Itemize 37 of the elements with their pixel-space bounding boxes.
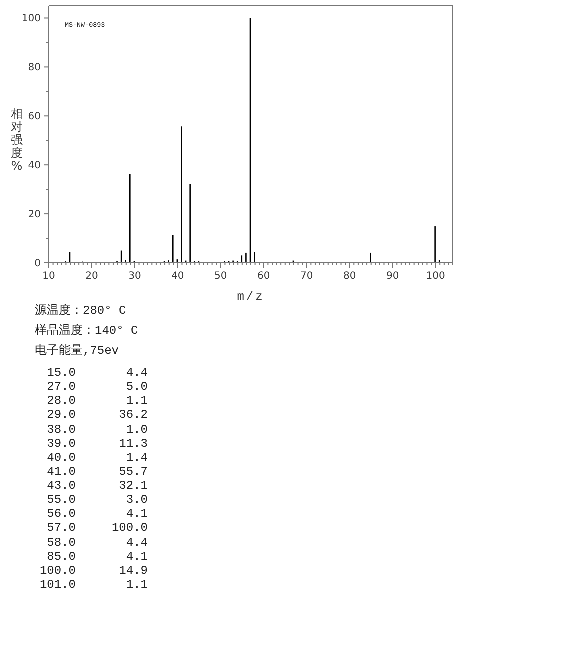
text: 55.0 3.0 (46, 493, 148, 508)
text: 15.0 4.4 (46, 366, 148, 380)
text: 电子能量,75ev (35, 343, 120, 360)
y-tick-label: 40 (28, 160, 41, 172)
y-tick-label: 20 (28, 210, 41, 221)
text: 39.0 11.3 (46, 436, 148, 451)
text: 27.0 5.0 (46, 380, 148, 394)
text: 58.0 4.4 (46, 536, 148, 550)
text: 28.0 1.1 (46, 394, 148, 408)
y-tick-label: 80 (28, 62, 41, 74)
text: 40.0 1.4 (46, 450, 148, 465)
text: 85.0 4.1 (46, 550, 148, 564)
x-axis-title: m/z (237, 290, 265, 304)
y-tick-label: 60 (28, 112, 41, 123)
x-tick-label: 80 (343, 271, 356, 282)
x-tick-label: 20 (86, 271, 98, 282)
x-tick-label: 40 (172, 271, 184, 282)
text: 41.0 55.7 (46, 464, 148, 479)
text: 43.0 32.1 (46, 479, 148, 494)
x-tick-label: 100 (426, 271, 446, 282)
y-tick-label: 0 (34, 258, 41, 270)
x-tick-label: 30 (128, 271, 142, 282)
text: 29.0 36.2 (46, 408, 148, 422)
text: 101.0 1.1 (38, 578, 148, 592)
text: 样品温度：140° C (35, 323, 138, 340)
text: 57.0 100.0 (46, 521, 148, 536)
text: 38.0 1.0 (46, 422, 148, 437)
y-tick-label: 100 (22, 14, 41, 25)
x-tick-label: 50 (214, 271, 228, 282)
x-tick-label: 60 (258, 271, 270, 282)
x-tick-label: 10 (42, 271, 56, 282)
y-axis-title: 相对强度% (10, 107, 24, 173)
text: 56.0 4.1 (46, 507, 148, 522)
text: 100.0 14.9 (38, 564, 148, 578)
x-tick-label: 90 (386, 271, 400, 282)
text: 源温度：280° C (35, 303, 128, 320)
x-tick-label: 70 (300, 271, 314, 282)
